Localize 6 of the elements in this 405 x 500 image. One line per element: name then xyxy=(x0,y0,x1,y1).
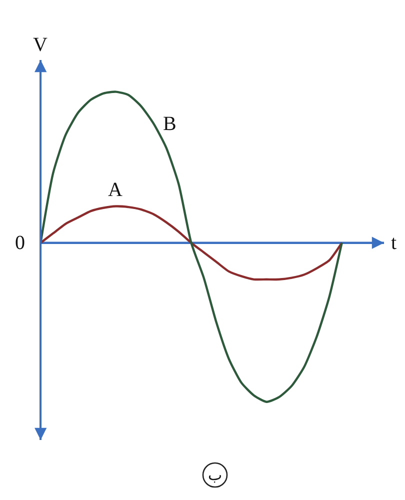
x-axis-title: t xyxy=(391,232,397,254)
text: ب xyxy=(208,466,222,484)
series-label: B xyxy=(163,113,176,135)
y-axis-title: V xyxy=(33,34,48,56)
series-label: A xyxy=(108,179,123,201)
text: 0 xyxy=(15,232,25,254)
